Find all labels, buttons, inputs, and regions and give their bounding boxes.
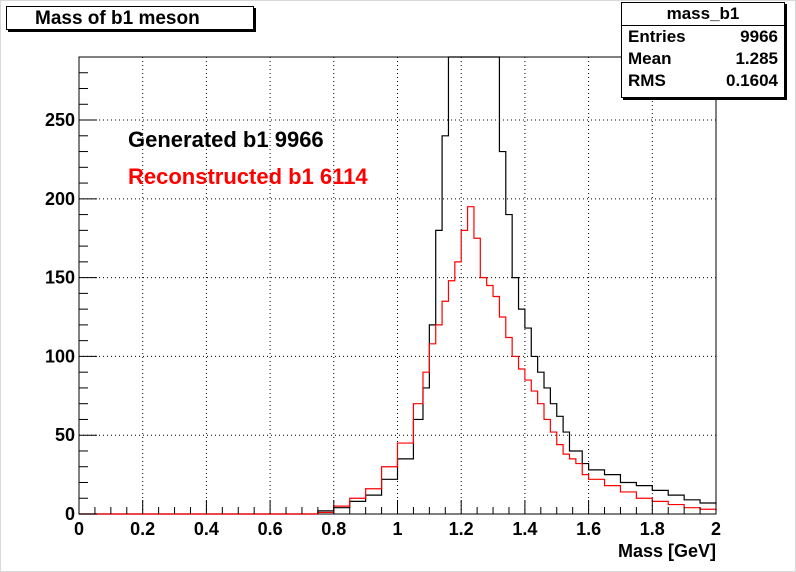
axis-ticks xyxy=(78,56,717,515)
legend-reconstructed: Reconstructed b1 6114 xyxy=(128,164,368,189)
stats-row-entries: Entries 9966 xyxy=(622,26,784,48)
stats-rms-label: RMS xyxy=(628,71,666,90)
y-tick-label: 50 xyxy=(55,425,75,445)
y-tick-label: 250 xyxy=(45,110,75,130)
x-tick-label: 0 xyxy=(74,519,84,539)
y-tick-labels: 0 50 100 150 200 250 xyxy=(45,110,75,524)
stats-entries-label: Entries xyxy=(628,27,686,46)
x-tick-label: 1.4 xyxy=(512,519,537,539)
chart-title-text: Mass of b1 meson xyxy=(35,8,200,29)
series-layer xyxy=(79,56,717,515)
stats-name: mass_b1 xyxy=(622,3,784,26)
series-0-line xyxy=(79,56,717,515)
x-tick-label: 0.6 xyxy=(258,519,283,539)
stats-row-rms: RMS 0.1604 xyxy=(622,70,784,92)
grid-lines xyxy=(79,57,716,514)
y-tick-label: 200 xyxy=(45,189,75,209)
x-tick-label: 0.2 xyxy=(130,519,155,539)
x-axis-label: Mass [GeV] xyxy=(618,541,716,561)
y-tick-label: 150 xyxy=(45,268,75,288)
stats-mean-label: Mean xyxy=(628,49,672,68)
stats-mean-value: 1.285 xyxy=(735,49,778,68)
x-tick-label: 1 xyxy=(392,519,402,539)
x-tick-label: 1.6 xyxy=(576,519,601,539)
x-tick-label: 0.8 xyxy=(321,519,346,539)
y-tick-label: 0 xyxy=(65,504,75,524)
stats-entries-value: 9966 xyxy=(740,27,778,46)
x-tick-labels: 0 0.2 0.4 0.6 0.8 1 1.2 1.4 1.6 1.8 2 xyxy=(74,519,721,539)
x-tick-label: 1.2 xyxy=(449,519,474,539)
stats-row-mean: Mean 1.285 xyxy=(622,48,784,70)
stats-box: mass_b1 Entries 9966 Mean 1.285 RMS 0.16… xyxy=(621,2,785,98)
x-tick-label: 2 xyxy=(711,519,721,539)
x-tick-label: 1.8 xyxy=(640,519,665,539)
legend-generated: Generated b1 9966 xyxy=(128,127,324,152)
chart-title: Mass of b1 meson xyxy=(6,6,254,30)
x-tick-label: 0.4 xyxy=(194,519,219,539)
y-tick-label: 100 xyxy=(45,346,75,366)
stats-rms-value: 0.1604 xyxy=(726,71,778,90)
